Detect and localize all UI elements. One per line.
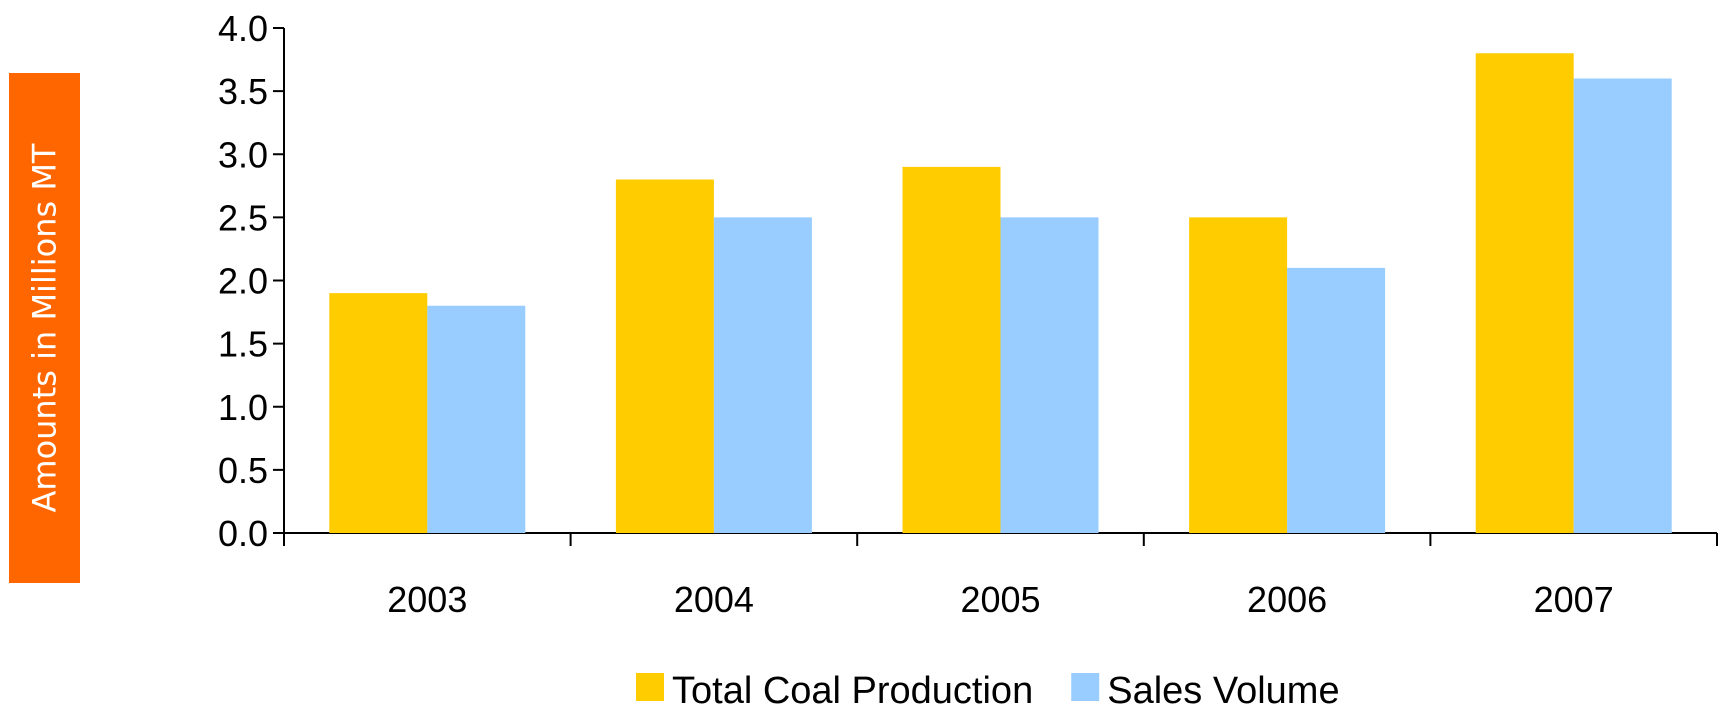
bar-sales-volume-2004	[713, 217, 812, 533]
bar-total-coal-production-2003	[329, 293, 428, 533]
bars	[329, 53, 1672, 533]
bar-total-coal-production-2007	[1475, 53, 1574, 533]
x-tick-label: 2004	[674, 579, 754, 620]
y-axis-label-box: Amounts in Millions MT	[9, 73, 80, 583]
legend-swatch-sales-volume	[1071, 673, 1100, 701]
bar-total-coal-production-2005	[902, 166, 1001, 533]
x-tick-label: 2006	[1247, 579, 1327, 620]
bar-total-coal-production-2004	[615, 179, 714, 533]
legend-label-sales-volume: Sales Volume	[1107, 670, 1339, 712]
y-tick-label: 2.0	[218, 261, 268, 302]
bar-sales-volume-2006	[1287, 267, 1386, 533]
y-tick-label: 1.5	[218, 324, 268, 365]
bar-sales-volume-2007	[1573, 78, 1672, 533]
y-tick-label: 3.0	[218, 134, 268, 175]
bar-total-coal-production-2006	[1189, 217, 1288, 533]
x-tick-label: 2003	[387, 579, 467, 620]
y-tick-label: 2.5	[218, 197, 268, 238]
legend-swatch-total-coal-production	[636, 673, 664, 701]
x-tick-label: 2005	[960, 579, 1040, 620]
bar-sales-volume-2005	[1000, 217, 1099, 533]
legend-label-total-coal-production: Total Coal Production	[672, 670, 1033, 712]
y-tick-label: 3.5	[218, 71, 268, 112]
bar-sales-volume-2003	[427, 305, 526, 533]
y-tick-label: 0.5	[218, 450, 268, 491]
x-tick-label: 2007	[1534, 579, 1614, 620]
y-tick-label: 0.0	[218, 513, 268, 554]
legend: Total Coal Production Sales Volume	[636, 670, 1340, 712]
x-axis: 2003 2004 2005 2006 2007	[283, 532, 1718, 620]
y-tick-label: 4.0	[218, 8, 268, 49]
y-axis: 0.0 0.5 1.0 1.5 2.0 2.5 3.0 3.5 4.0	[218, 8, 285, 554]
y-tick-label: 1.0	[218, 387, 268, 428]
